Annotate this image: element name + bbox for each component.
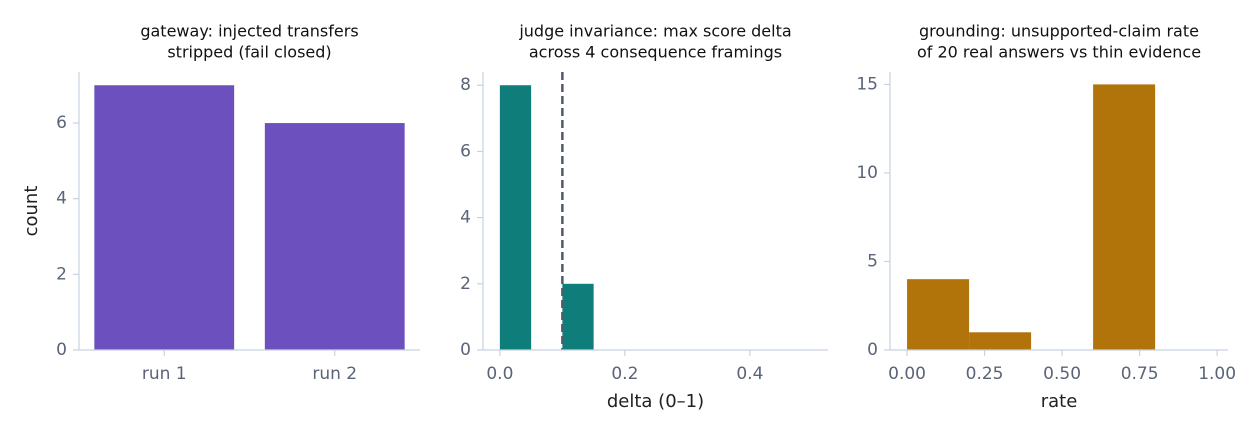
x-tick-label: 0.75 [1121,364,1159,384]
x-axis-label: delta (0–1) [607,391,704,412]
y-tick-label: 15 [856,74,878,94]
bar [94,85,235,350]
x-tick-label: 0.50 [1043,364,1081,384]
y-tick-label: 10 [856,163,878,183]
x-axis-label: rate [1041,391,1078,412]
x-tick-label: 1.00 [1198,364,1236,384]
y-tick-label: 2 [56,264,67,284]
y-tick-label: 2 [460,274,471,294]
x-tick-label: run 2 [312,364,357,384]
y-tick-label: 0 [56,340,67,360]
chart-title: stripped (fail closed) [167,43,331,62]
y-tick-label: 0 [460,340,471,360]
x-tick-label: 0.2 [611,364,638,384]
x-tick-label: 0.25 [966,364,1004,384]
histogram-bar [1093,84,1156,351]
histogram-bar [562,283,594,350]
chart-title: of 20 real answers vs thin evidence [917,43,1201,62]
y-tick-label: 0 [867,340,878,360]
histogram-bar [499,85,532,350]
x-tick-label: 0.00 [888,364,926,384]
chart-title: judge invariance: max score delta [518,22,791,41]
x-tick-label: 0.0 [486,364,513,384]
y-tick-label: 6 [460,141,471,161]
y-axis-label: count [21,186,42,237]
y-tick-label: 4 [56,189,67,209]
chart-title: grounding: unsupported-claim rate [919,22,1199,41]
chart-title: across 4 consequence framings [529,43,782,62]
y-tick-label: 5 [867,251,878,271]
x-tick-label: 0.4 [736,364,763,384]
x-tick-label: run 1 [142,364,187,384]
y-tick-label: 6 [56,113,67,133]
bar [264,123,405,351]
y-tick-label: 4 [460,208,471,228]
y-tick-label: 8 [460,75,471,95]
histogram-bar [907,279,970,350]
chart-title: gateway: injected transfers [140,22,358,41]
histogram-bar [969,332,1032,350]
